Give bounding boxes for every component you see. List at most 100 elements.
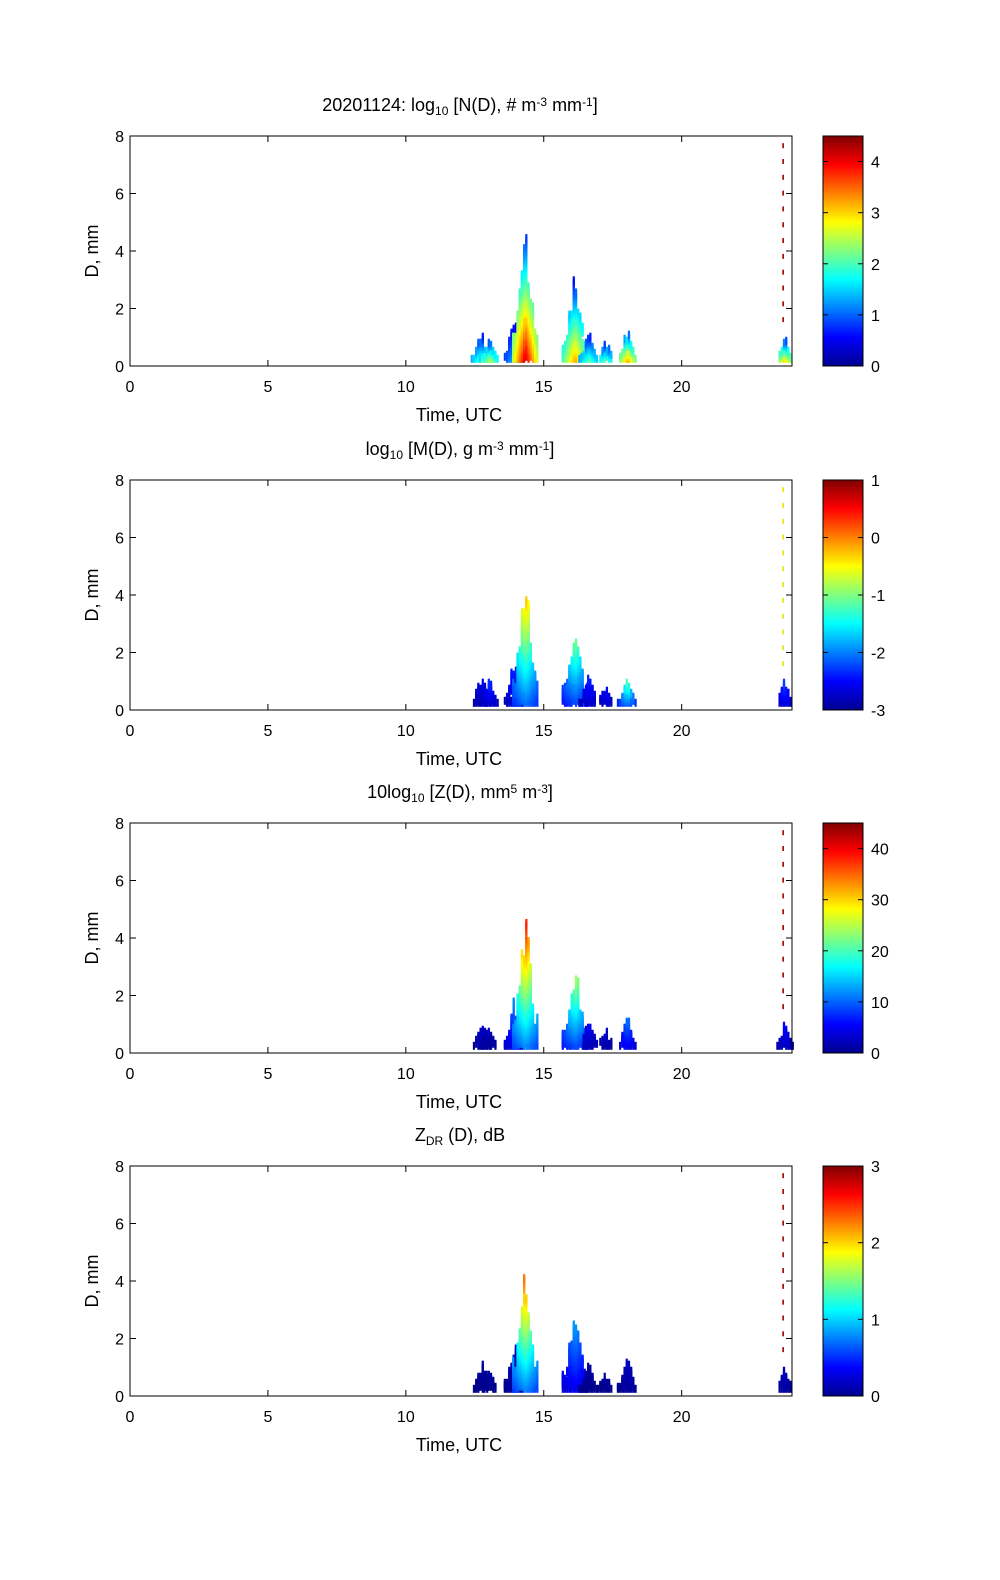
heatmap-cell xyxy=(483,1380,486,1389)
heatmap-cell xyxy=(579,688,582,697)
heatmap-cell xyxy=(531,1003,535,1012)
y-tick-label: 2 xyxy=(115,1332,124,1349)
heatmap-cell xyxy=(523,282,526,291)
heatmap-cell xyxy=(782,159,784,164)
plot-area xyxy=(130,823,792,1053)
heatmap-cell xyxy=(782,1252,784,1258)
heatmap-cell xyxy=(520,300,524,309)
colorbar-tick-label: 2 xyxy=(871,1236,880,1253)
heatmap-cell xyxy=(523,262,526,271)
heatmap-cell xyxy=(483,1035,486,1044)
heatmap-cell xyxy=(481,332,484,341)
title-suffix: ] xyxy=(549,439,554,459)
y-tick-label: 8 xyxy=(115,816,124,833)
y-tick-label: 8 xyxy=(115,1159,124,1176)
heatmap-cell xyxy=(605,1378,609,1387)
heatmap-cell xyxy=(625,1372,628,1381)
heatmap-cell xyxy=(599,354,602,363)
heatmap-cell xyxy=(527,1344,530,1353)
heatmap-cell xyxy=(582,1033,585,1042)
heatmap-cell xyxy=(512,324,515,333)
heatmap-cell xyxy=(527,1382,530,1391)
heatmap-cell xyxy=(780,1374,783,1383)
heatmap-cell xyxy=(785,1372,788,1381)
heatmap-cell xyxy=(583,1027,586,1036)
heatmap-cell xyxy=(632,1376,635,1385)
heatmap-cell xyxy=(516,698,519,707)
title-prefix: log xyxy=(366,439,390,459)
heatmap-cell xyxy=(534,1023,537,1032)
colorbar-tick-label: 0 xyxy=(871,531,880,548)
heatmap-cell xyxy=(529,1015,532,1024)
heatmap-cell xyxy=(563,352,567,361)
heatmap-cell xyxy=(591,1039,594,1048)
heatmap-cell xyxy=(581,338,584,347)
panel-title: log10 [M(D), g m-3 mm-1] xyxy=(366,439,555,462)
heatmap-cell xyxy=(782,190,784,196)
heatmap-cell xyxy=(619,1382,622,1391)
heatmap-cell xyxy=(475,692,478,701)
plot-area xyxy=(130,480,792,710)
colorbar-tick-label: 2 xyxy=(871,257,880,274)
heatmap-cell xyxy=(523,975,526,984)
heatmap-cell xyxy=(527,981,530,990)
heatmap-cell xyxy=(520,608,524,617)
heatmap-cell xyxy=(523,690,526,699)
heatmap-cell xyxy=(572,1011,575,1020)
heatmap-cell xyxy=(787,1378,790,1387)
heatmap-cell xyxy=(505,350,509,359)
heatmap-cell xyxy=(529,1001,532,1010)
heatmap-cell xyxy=(523,316,526,325)
heatmap-cell xyxy=(630,688,633,697)
heatmap-cell xyxy=(787,346,790,355)
colorbar-tick-label: 10 xyxy=(871,995,889,1012)
heatmap-cell xyxy=(581,680,584,689)
heatmap-cell xyxy=(782,285,784,291)
heatmap-cell xyxy=(581,322,584,331)
plot-area xyxy=(130,136,792,366)
y-tick-label: 8 xyxy=(115,129,124,146)
heatmap-cell xyxy=(603,1037,606,1046)
heatmap-cell xyxy=(574,1017,578,1026)
heatmap-cell xyxy=(785,1025,788,1034)
heatmap-cell xyxy=(568,1009,571,1018)
heatmap-cell xyxy=(514,1039,517,1048)
heatmap-cell xyxy=(561,684,564,693)
heatmap-cell xyxy=(574,680,578,689)
heatmap-cell xyxy=(582,1378,585,1387)
heatmap-cell xyxy=(481,1041,484,1050)
x-tick-label: 20 xyxy=(673,379,691,396)
heatmap-cell xyxy=(527,1360,530,1369)
heatmap-cell xyxy=(780,1035,783,1044)
x-tick-label: 0 xyxy=(126,379,135,396)
heatmap-cell xyxy=(514,670,517,679)
heatmap-cell xyxy=(581,354,584,363)
y-tick-label: 0 xyxy=(115,1389,124,1406)
heatmap-cell xyxy=(527,660,530,669)
heatmap-cell xyxy=(478,354,482,363)
heatmap-cell xyxy=(529,1330,532,1339)
heatmap-cell xyxy=(529,981,532,990)
heatmap-cell xyxy=(525,314,528,323)
heatmap-cell xyxy=(634,1041,637,1050)
heatmap-cell xyxy=(572,692,575,701)
heatmap-cell xyxy=(785,686,788,695)
heatmap-cell xyxy=(782,1331,784,1337)
heatmap-cell xyxy=(510,328,513,337)
heatmap-cell xyxy=(568,1342,571,1351)
heatmap-cell xyxy=(782,346,786,355)
x-axis-label: Time, UTC xyxy=(416,405,502,425)
title-superscript-2: -1 xyxy=(582,95,593,109)
heatmap-cell xyxy=(523,997,526,1006)
heatmap-cell xyxy=(782,1004,784,1010)
heatmap-cell xyxy=(472,1041,476,1050)
heatmap-cell xyxy=(536,680,539,689)
heatmap-cell xyxy=(579,1342,582,1351)
heatmap-cell xyxy=(527,310,530,319)
heatmap-cell xyxy=(525,1318,528,1327)
heatmap-cell xyxy=(527,610,530,619)
title-superscript-1: -3 xyxy=(493,439,504,453)
heatmap-cell xyxy=(782,301,784,307)
y-tick-label: 0 xyxy=(115,359,124,376)
heatmap-cell xyxy=(577,1338,580,1347)
